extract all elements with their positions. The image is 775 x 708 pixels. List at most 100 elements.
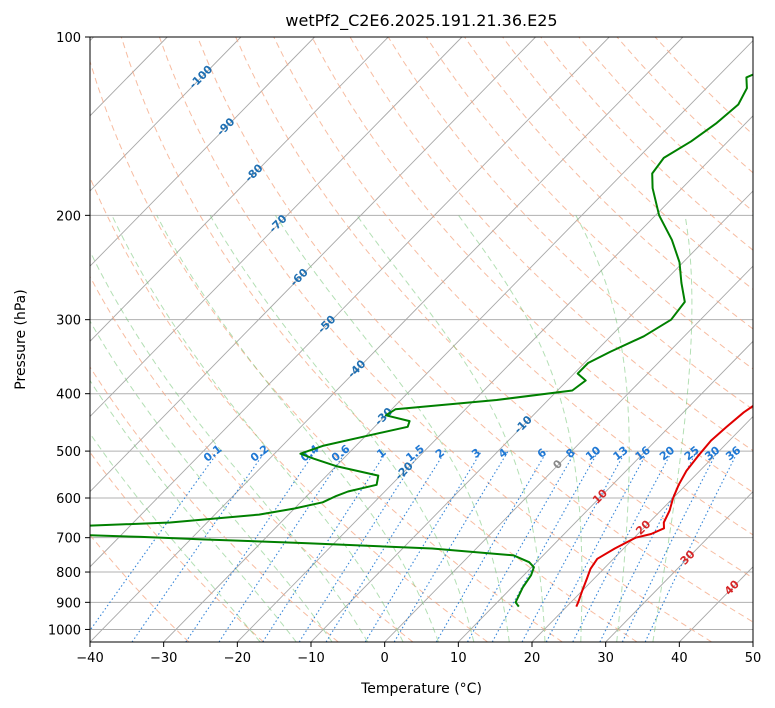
isotherm-line	[90, 37, 610, 568]
y-axis-title: Pressure (hPa)	[13, 289, 29, 389]
isotherm-line	[90, 37, 684, 642]
dry-adiabat	[90, 275, 414, 642]
moist-adiabat	[274, 215, 510, 642]
mixing-ratio-line	[621, 450, 718, 642]
mixing-ratio-line	[521, 450, 627, 642]
x-tick-label: −10	[297, 651, 324, 666]
mixing-ratio-label: 6	[535, 446, 549, 461]
mixing-ratio-line	[131, 450, 266, 642]
x-tick-label: −20	[224, 651, 251, 666]
isotherm-line	[90, 37, 389, 342]
y-tick-label: 400	[56, 388, 81, 403]
isotherm-line	[531, 415, 753, 642]
isotherm-line	[90, 37, 536, 493]
dry-adiabat	[273, 37, 753, 536]
y-tick-label: 900	[56, 596, 81, 611]
moist-adiabat	[111, 215, 404, 642]
y-tick-label: 100	[56, 31, 81, 46]
moist-adiabat	[575, 215, 630, 642]
mixing-ratio-label: 0.6	[329, 442, 353, 464]
moist-adiabat	[90, 379, 297, 642]
dry-adiabat	[425, 37, 753, 370]
x-tick-label: 20	[524, 651, 541, 666]
mixing-ratio-line	[545, 450, 649, 642]
x-tick-label: 30	[597, 651, 614, 666]
isotherm-line	[679, 566, 753, 642]
mixing-ratio-line	[364, 450, 483, 642]
y-tick-label: 700	[56, 532, 81, 547]
dewpoint-profile-line	[90, 73, 753, 608]
x-axis-title: Temperature (°C)	[360, 681, 482, 697]
dry-adiabat	[387, 37, 753, 411]
mixing-ratio-line	[467, 450, 577, 642]
dry-adiabat	[616, 37, 753, 174]
mixing-ratio-line	[435, 450, 548, 642]
moist-adiabat	[90, 432, 261, 642]
mixing-ratio-line	[393, 450, 509, 642]
x-tick-label: −40	[76, 651, 103, 666]
background-lines	[90, 37, 753, 642]
axes: −40 −30 −20 −10 0 10 20 30 40 5010020030040050060…	[48, 31, 761, 666]
moist-adiabat	[356, 215, 546, 642]
y-tick-label: 500	[56, 445, 81, 460]
x-tick-label: −30	[150, 651, 177, 666]
mixing-ratio-label: 3	[469, 446, 483, 461]
dry-adiabat	[349, 37, 753, 452]
plot-frame	[89, 36, 754, 643]
mixing-ratio-label: 25	[682, 444, 702, 464]
dry-adiabat	[158, 37, 712, 642]
y-tick-label: 600	[56, 492, 81, 507]
x-tick-label: 50	[745, 651, 762, 666]
x-tick-label: 40	[671, 651, 688, 666]
y-tick-label: 800	[56, 566, 81, 581]
mixing-ratio-label: 20	[657, 443, 677, 463]
chart-title: wetPf2_C2E6.2025.191.21.36.E25	[285, 11, 557, 31]
moist-adiabat	[156, 215, 439, 642]
moist-adiabat	[90, 320, 333, 642]
y-tick-label: 1000	[48, 623, 81, 638]
temperature-profile-line	[575, 404, 753, 608]
moist-adiabat	[458, 215, 583, 642]
dry-adiabat	[90, 59, 563, 642]
moist-adiabat	[652, 215, 693, 642]
mixing-ratio-line	[185, 450, 316, 642]
isotherm-line	[90, 37, 315, 267]
mixing-ratio-label: 13	[611, 444, 631, 464]
dry-adiabat	[120, 37, 638, 642]
mixing-ratio-label: 0.2	[248, 442, 271, 464]
isotherm-line	[90, 37, 463, 418]
mixing-ratio-line	[218, 450, 347, 642]
x-tick-label: 0	[381, 651, 389, 666]
isotherm-line	[458, 340, 753, 642]
isotherm-line	[90, 37, 242, 192]
mixing-ratio-line	[298, 450, 422, 642]
mixing-ratio-line	[90, 450, 220, 632]
mixing-ratio-line	[572, 450, 673, 642]
isotherm-line	[605, 491, 753, 642]
mixing-ratio-label: 36	[723, 443, 743, 463]
mixing-ratio-line	[491, 450, 599, 642]
mixing-ratio-line	[262, 450, 388, 642]
isotherm-line	[310, 190, 753, 642]
dry-adiabat	[311, 37, 753, 493]
dry-adiabat	[90, 176, 488, 642]
dry-adiabat	[654, 37, 753, 136]
isotherm-line	[752, 641, 753, 642]
x-tick-label: 10	[450, 651, 467, 666]
mixing-ratio-label: 10	[583, 443, 603, 463]
mixing-ratio-label: 0.1	[201, 442, 224, 464]
dry-adiabat	[90, 366, 339, 642]
mixing-ratio-label: 4	[496, 446, 510, 461]
y-tick-label: 200	[56, 209, 81, 224]
moist-adiabat	[90, 250, 369, 642]
isotherm-line	[237, 115, 753, 642]
dry-adiabat	[90, 451, 264, 642]
y-tick-label: 300	[56, 314, 81, 329]
dry-adiabat	[235, 37, 753, 579]
mixing-ratio-label: 1	[374, 446, 388, 461]
dry-adiabat	[197, 37, 753, 623]
data-series	[90, 73, 753, 608]
